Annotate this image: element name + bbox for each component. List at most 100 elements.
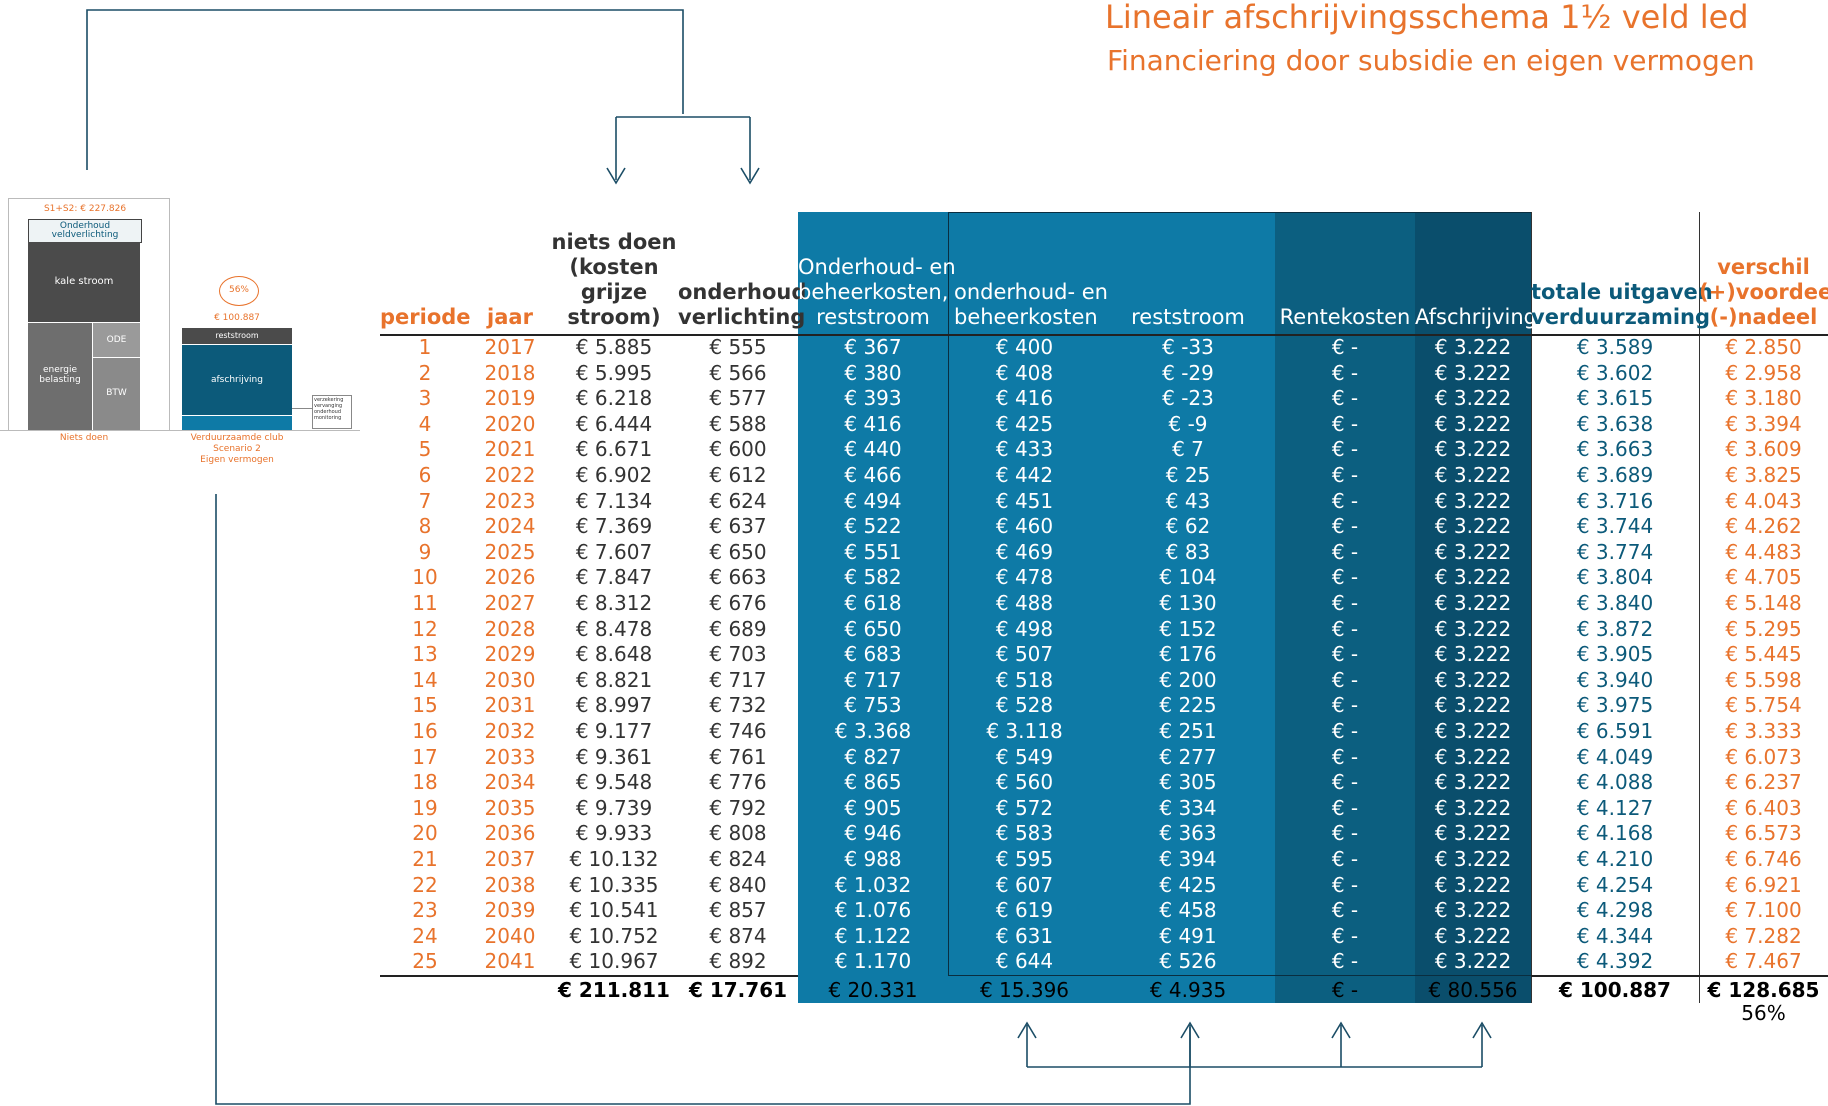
table-cell: € 3.840 [1576,591,1654,615]
header-rule [380,334,1828,336]
table-cell: 22 [412,872,438,897]
table-cell: € 588 [709,411,767,436]
table-cell: € 857 [709,898,767,923]
table-cell: € 488 [995,591,1054,615]
table-cell: € 8.648 [575,642,653,667]
table-cell: 2034 [484,770,536,795]
table-cell: € 526 [1159,949,1217,974]
table-cell: € 631 [995,923,1054,948]
table-cell: € 618 [844,591,902,615]
header-col-beheer-reststroom-line-2: beheerkosten, [798,280,949,304]
table-cell: € 7.369 [575,514,653,539]
table-cell: 2028 [484,616,536,641]
table-cell: € 612 [709,463,767,487]
table-cell: € 4.043 [1725,488,1802,513]
table-cell: € 62 [1165,514,1211,539]
table-cell: € 3.222 [1434,898,1512,923]
table-cell: € 433 [995,437,1054,462]
page-title: Lineair afschrijvingsschema 1½ veld led [1105,0,1749,36]
total-cell: € 20.331 [828,978,918,1002]
table-cell: € 7.467 [1725,949,1802,974]
table-cell: € 393 [844,386,902,411]
table-cell: € 7.847 [575,565,653,590]
table-cell: € 3.602 [1576,360,1654,385]
table-cell: € 3.222 [1434,386,1512,411]
table-cell: 21 [412,847,438,871]
table-cell: € 460 [995,514,1054,539]
table-cell: € 8.312 [575,591,653,615]
total-cell: € 80.556 [1428,978,1518,1002]
total-percent: 56% [1741,1001,1786,1025]
total-cell: € 4.935 [1149,978,1227,1002]
table-cell: 6 [418,463,432,487]
table-cell: € 865 [844,770,902,795]
table-cell: € 551 [844,539,902,564]
table-cell: € 4.705 [1725,565,1802,590]
table-cell: € 104 [1159,565,1217,590]
table-cell: € 10.132 [569,847,659,871]
table-cell: € 10.752 [569,923,659,948]
table-cell: € 9.177 [575,719,653,743]
table-cell: € 528 [995,693,1054,718]
table-cell: 14 [412,667,438,692]
table-cell: € 717 [709,667,767,692]
total-cell: € 211.811 [558,978,670,1002]
table-cell: € 7.100 [1725,898,1802,923]
table-cell: € - [1331,642,1359,667]
table-cell: € 3.333 [1725,719,1802,743]
table-cell: 2018 [484,360,536,385]
table-cell: € 560 [995,770,1054,795]
table-cell: 17 [412,744,438,769]
table-cell: € 3.975 [1576,693,1654,718]
header-col-niets-doen-line-4: stroom) [567,305,661,329]
table-cell: € 152 [1159,616,1217,641]
table-cell: € 776 [709,770,767,795]
table-cell: € 416 [995,386,1054,411]
table-cell: € 607 [995,872,1054,897]
table-cell: € 6.073 [1725,744,1802,769]
table-cell: € 3.222 [1434,795,1512,820]
table-cell: € - [1331,514,1359,539]
header-col-beheerkosten-line-1: onderhoud- en [954,280,1108,304]
table-cell: € 394 [1159,847,1217,871]
table-cell: 9 [418,539,432,564]
mini-segment-reststroom: reststroom [182,328,292,344]
table-cell: € 3.222 [1434,642,1512,667]
table-cell: 2020 [484,411,536,436]
mini-segment-afschrijving: afschrijving [182,345,292,415]
inner-block-bottom [948,975,1531,976]
table-cell: € 367 [844,335,902,359]
table-cell: € 8.478 [575,616,653,641]
table-cell: € 6.573 [1725,821,1802,846]
table-cell: € 4.392 [1576,949,1654,974]
table-cell: € 988 [844,847,902,871]
table-cell: € 251 [1159,719,1217,743]
table-cell: 2033 [484,744,536,769]
table-cell: € 4.210 [1576,847,1654,871]
table-cell: € 3.663 [1576,437,1654,462]
col-bg-col-afschrijving [1415,212,1531,1003]
table-cell: € 458 [1159,898,1217,923]
table-cell: € 808 [709,821,767,846]
totals-rule-right [1531,975,1828,977]
table-cell: € 4.298 [1576,898,1654,923]
table-cell: € - [1331,565,1359,590]
table-cell: € 363 [1159,821,1217,846]
table-cell: 2025 [484,539,536,564]
table-cell: 24 [412,923,438,948]
mini-right-caption-1: Verduurzaamde club [190,433,284,443]
table-cell: € 5.295 [1725,616,1802,641]
inner-block-left [948,212,949,975]
table-cell: € 494 [844,488,902,513]
header-col-jaar-line-1: jaar [487,305,533,329]
sep-verschil [1699,212,1700,1003]
mini-segment-onderhoud: Onderhoud veldverlichting [28,219,142,243]
table-cell: € - [1331,795,1359,820]
table-cell: 2022 [484,463,536,487]
table-cell: € 7.134 [575,488,653,513]
table-cell: 2019 [484,386,536,411]
table-cell: € 746 [709,719,767,743]
table-cell: 23 [412,898,438,923]
table-cell: € - [1331,872,1359,897]
